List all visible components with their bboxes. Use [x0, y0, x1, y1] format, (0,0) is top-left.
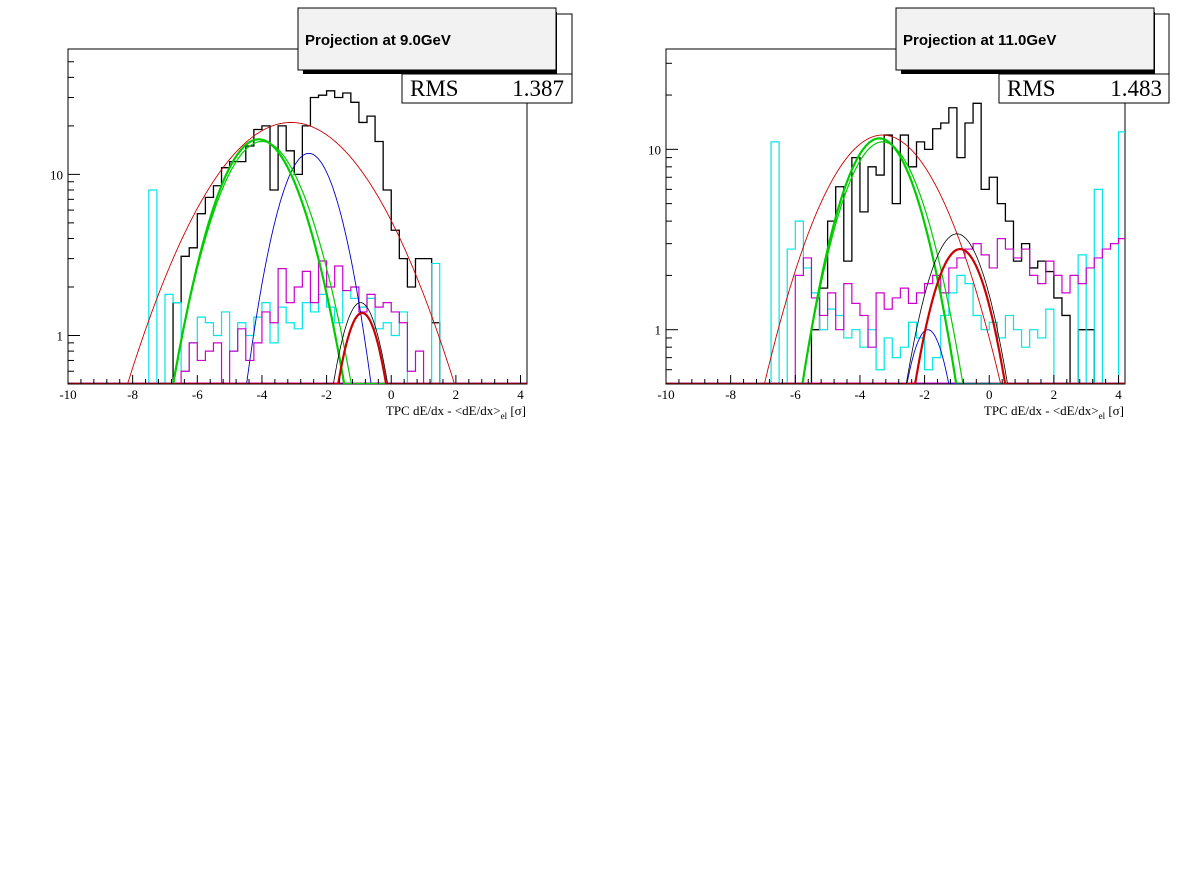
- title-box: Projection at 9.0GeV: [297, 7, 557, 74]
- x-tick-label: -10: [59, 387, 76, 402]
- title-box: Projection at 11.0GeV: [895, 7, 1155, 74]
- fit-curve-3: [68, 122, 527, 384]
- fit-curve-5: [666, 141, 1125, 384]
- histogram-series-0: [810, 102, 1095, 384]
- x-tick-label: 4: [1115, 387, 1122, 402]
- stats-rms-label: RMS: [410, 76, 459, 101]
- data-layer: [666, 102, 1125, 384]
- chart-title: Projection at 9.0GeV: [305, 32, 451, 49]
- data-layer: [68, 90, 527, 384]
- stats-rms-label: RMS: [1007, 76, 1056, 101]
- x-tick-label: -8: [725, 387, 736, 402]
- y-tick-label: 1: [57, 328, 64, 343]
- histogram-series-2: [794, 237, 1125, 384]
- histogram-series-1: [770, 131, 1125, 384]
- x-tick-label: -6: [192, 387, 203, 402]
- x-tick-label: -10: [657, 387, 674, 402]
- x-tick-label: -6: [790, 387, 801, 402]
- histogram-series-0: [164, 90, 441, 384]
- x-tick-label: 2: [1051, 387, 1058, 402]
- y-tick-label: 1: [655, 323, 662, 338]
- stats-rms-value: 1.483: [1110, 76, 1162, 101]
- x-tick-label: 0: [388, 387, 395, 402]
- chart-title: Projection at 11.0GeV: [903, 32, 1056, 49]
- x-tick-label: 4: [517, 387, 524, 402]
- x-tick-label: -4: [855, 387, 866, 402]
- fit-curve-4: [666, 137, 1125, 384]
- axes-layer: -10 -8 -6 -4 -2 0 2 4 1 10: [648, 62, 1122, 402]
- panel-11gev: -10 -8 -6 -4 -2 0 2 4 1 10 TPC dE/dx - <dE/dx>el …: [648, 7, 1170, 421]
- x-tick-label: -2: [919, 387, 930, 402]
- x-tick-label: -8: [127, 387, 138, 402]
- panel-9gev: -10 -8 -6 -4 -2 0 2 4 1 10 TPC dE/dx - <dE/dx>el …: [50, 7, 573, 421]
- y-tick-label: 10: [648, 142, 661, 157]
- fit-curve-3: [666, 134, 1125, 384]
- fit-curve-6: [666, 329, 1125, 384]
- x-tick-label: 2: [453, 387, 460, 402]
- x-tick-label: 0: [986, 387, 993, 402]
- x-axis-title: TPC dE/dx - <dE/dx>el [σ]: [386, 403, 526, 421]
- fit-curve-7: [666, 248, 1125, 384]
- fit-curve-6: [68, 140, 527, 384]
- fit-curve-8: [666, 233, 1125, 384]
- fit-curve-4: [68, 152, 527, 384]
- stats-rms-value: 1.387: [512, 76, 564, 101]
- histogram-series-2: [180, 260, 425, 384]
- axes-layer: -10 -8 -6 -4 -2 0 2 4 1 10: [50, 48, 524, 402]
- x-axis-title: TPC dE/dx - <dE/dx>el [σ]: [984, 403, 1124, 421]
- x-tick-label: -4: [257, 387, 268, 402]
- fit-curve-5: [68, 138, 527, 384]
- y-tick-label: 10: [50, 167, 63, 182]
- x-tick-label: -2: [321, 387, 332, 402]
- fit-curve-8: [68, 302, 527, 384]
- fit-curve-7: [68, 311, 527, 384]
